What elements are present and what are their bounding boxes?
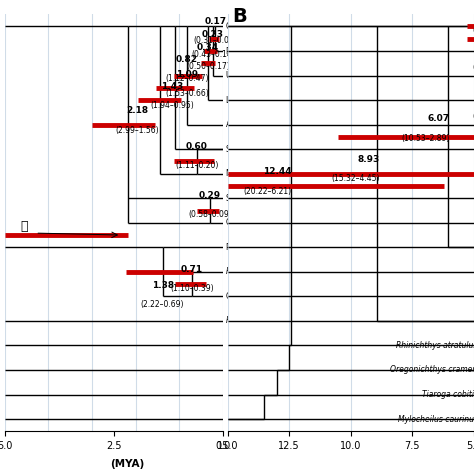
Text: B: B	[232, 7, 247, 26]
Text: (0.43–0.14): (0.43–0.14)	[191, 39, 235, 59]
Text: Rhinichthys atratulus: Rhinichthys atratulus	[396, 341, 474, 350]
Text: Lower Rio Grande (TX): Lower Rio Grande (TX)	[226, 96, 313, 105]
Text: (2.22–0.69): (2.22–0.69)	[141, 290, 184, 309]
Text: (2.46–...): (2.46–...)	[473, 16, 474, 35]
Text: (0.58–0.09): (0.58–0.09)	[188, 200, 232, 219]
Text: Upper Rio Grande (NM): Upper Rio Grande (NM)	[226, 71, 315, 80]
Text: 1.38: 1.38	[152, 281, 173, 290]
Text: Oregonichthys crameri: Oregonichthys crameri	[390, 365, 474, 374]
Text: Mylocheilus caurinus: Mylocheilus caurinus	[398, 415, 474, 424]
Text: Canadian R. (NM): Canadian R. (NM)	[226, 22, 293, 31]
Text: 2.74: 2.74	[473, 92, 474, 101]
Text: 2.18: 2.18	[126, 106, 148, 115]
Text: 0.29: 0.29	[199, 191, 221, 200]
Text: New R. (VA): New R. (VA)	[226, 169, 271, 178]
Text: 6.07: 6.07	[428, 114, 450, 123]
Text: (2.99–1.56): (2.99–1.56)	[116, 115, 159, 135]
Text: 0.82: 0.82	[176, 55, 198, 64]
Text: 1.43: 1.43	[162, 82, 184, 91]
Text: 12.44: 12.44	[263, 167, 292, 176]
Text: Rhinichthys osculus: Rhinichthys osculus	[226, 317, 302, 326]
Text: (20.22–6.21): (20.22–6.21)	[244, 176, 292, 196]
Text: Arkansas R. (CO): Arkansas R. (CO)	[226, 120, 291, 129]
Text: (0.31–0.09): (0.31–0.09)	[193, 26, 237, 45]
Text: 0.60: 0.60	[186, 142, 208, 151]
Text: Pecos R. (NM): Pecos R. (NM)	[226, 46, 279, 55]
Text: (MYA): (MYA)	[110, 459, 145, 469]
Text: (3.29–0.8...): (3.29–0.8...)	[473, 52, 474, 72]
Text: St. Lawrence R. (VT): St. Lawrence R. (VT)	[226, 145, 304, 154]
Text: (1.11–0.20): (1.11–0.20)	[175, 151, 219, 170]
Text: 0.23: 0.23	[202, 30, 224, 39]
Text: 0.34: 0.34	[197, 43, 219, 52]
Text: 0.17: 0.17	[204, 17, 227, 26]
Text: 1.09: 1.09	[176, 70, 199, 79]
Text: 1.88: 1.88	[473, 43, 474, 52]
Text: 0.71: 0.71	[181, 264, 203, 273]
Text: (15.32–4.45): (15.32–4.45)	[331, 164, 380, 183]
Text: (10.53–2.89): (10.53–2.89)	[402, 123, 450, 143]
Text: Tiaroga cobitis: Tiaroga cobitis	[422, 390, 474, 399]
Text: 🔒: 🔒	[20, 219, 28, 233]
Text: Churchill R. (MB): Churchill R. (MB)	[226, 219, 290, 227]
Text: Rhinichthys sp. (Millicoma dace): Rhinichthys sp. (Millicoma dace)	[226, 267, 350, 276]
Text: 8.93: 8.93	[357, 155, 380, 164]
Text: (1.53–0.66): (1.53–0.66)	[165, 79, 210, 98]
Text: 1.3: 1.3	[473, 7, 474, 16]
Text: (4.76–1.3...): (4.76–1.3...)	[473, 101, 474, 121]
Text: St. Croix R. (MN): St. Croix R. (MN)	[226, 194, 289, 203]
Text: (1.12–0.47): (1.12–0.47)	[165, 64, 209, 83]
Text: (0.50–0.17): (0.50–0.17)	[186, 52, 230, 71]
Text: (1.94–0.95): (1.94–0.95)	[151, 91, 194, 110]
Text: (1.10–0.39): (1.10–0.39)	[170, 273, 214, 293]
Text: Platte R. (CO & NE): Platte R. (CO & NE)	[226, 243, 300, 252]
Text: Columbia R. (BC): Columbia R. (BC)	[226, 292, 291, 301]
